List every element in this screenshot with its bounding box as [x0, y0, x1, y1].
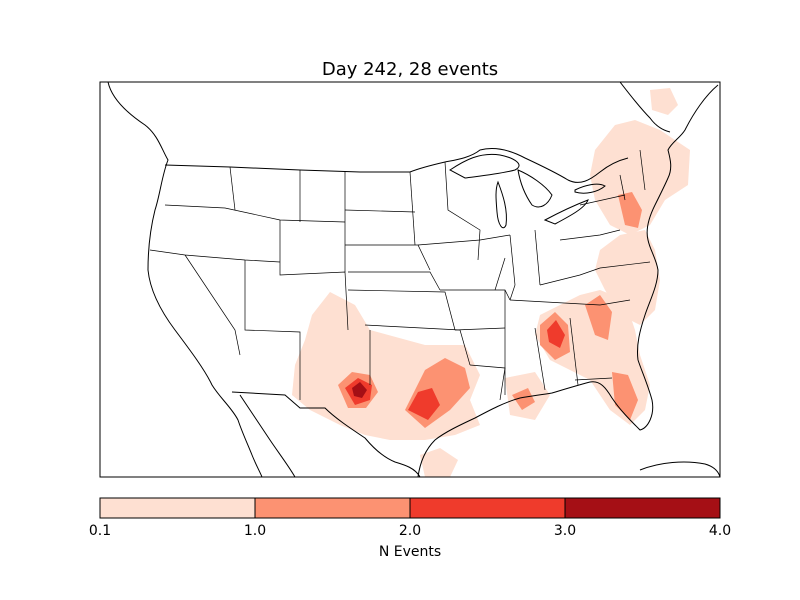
colorbar-segment-2 [255, 498, 410, 518]
lake-huron [517, 169, 553, 208]
colorbar-segment-4 [565, 498, 720, 518]
colorbar-segment-3 [410, 498, 565, 518]
colorbar-tick-1: 1.0 [244, 523, 266, 539]
map-title: Day 242, 28 events [322, 59, 498, 80]
lake-erie [543, 199, 589, 225]
colorbar-tick-4: 4.0 [709, 523, 731, 539]
colorbar-label: N Events [379, 544, 441, 560]
map-panel [99, 81, 721, 478]
density-level2-mid-atlantic [618, 192, 642, 228]
coastline-cuba [639, 461, 720, 477]
density-region-northeast [590, 120, 690, 235]
colorbar-tick-2: 2.0 [399, 523, 421, 539]
density-region-atlantic [595, 230, 660, 325]
coastline-atlantic [637, 84, 719, 361]
coastline-baja-gulf [239, 394, 296, 477]
lake-ontario [574, 183, 606, 194]
map-frame [99, 81, 721, 478]
colorbar-segment-1 [100, 498, 255, 518]
density-level4-texas-west [352, 382, 367, 398]
density-level3-texas-central [408, 388, 440, 420]
coastline-pacific [107, 82, 263, 477]
density-region-maine [650, 88, 678, 115]
coastline-north-atlantic [619, 82, 671, 133]
border-us-mexico [231, 391, 421, 477]
colorbar-tick-0: 0.1 [89, 523, 111, 539]
state-boundaries [149, 149, 651, 401]
colorbar: 0.1 1.0 2.0 3.0 4.0 N Events [89, 497, 731, 560]
density-region-gulf-south [420, 448, 458, 477]
border-canada-us [164, 147, 629, 183]
event-density-fills [292, 88, 690, 477]
density-level2-florida [612, 372, 638, 420]
colorbar-tick-3: 3.0 [554, 523, 576, 539]
lake-superior [449, 153, 520, 179]
density-level2-georgia [585, 295, 612, 340]
coastline-and-borders [107, 82, 720, 477]
density-level3-alabama [547, 320, 565, 348]
lake-michigan [495, 180, 507, 229]
coastline-gulf [417, 359, 654, 477]
density-level2-louisiana [512, 388, 535, 410]
